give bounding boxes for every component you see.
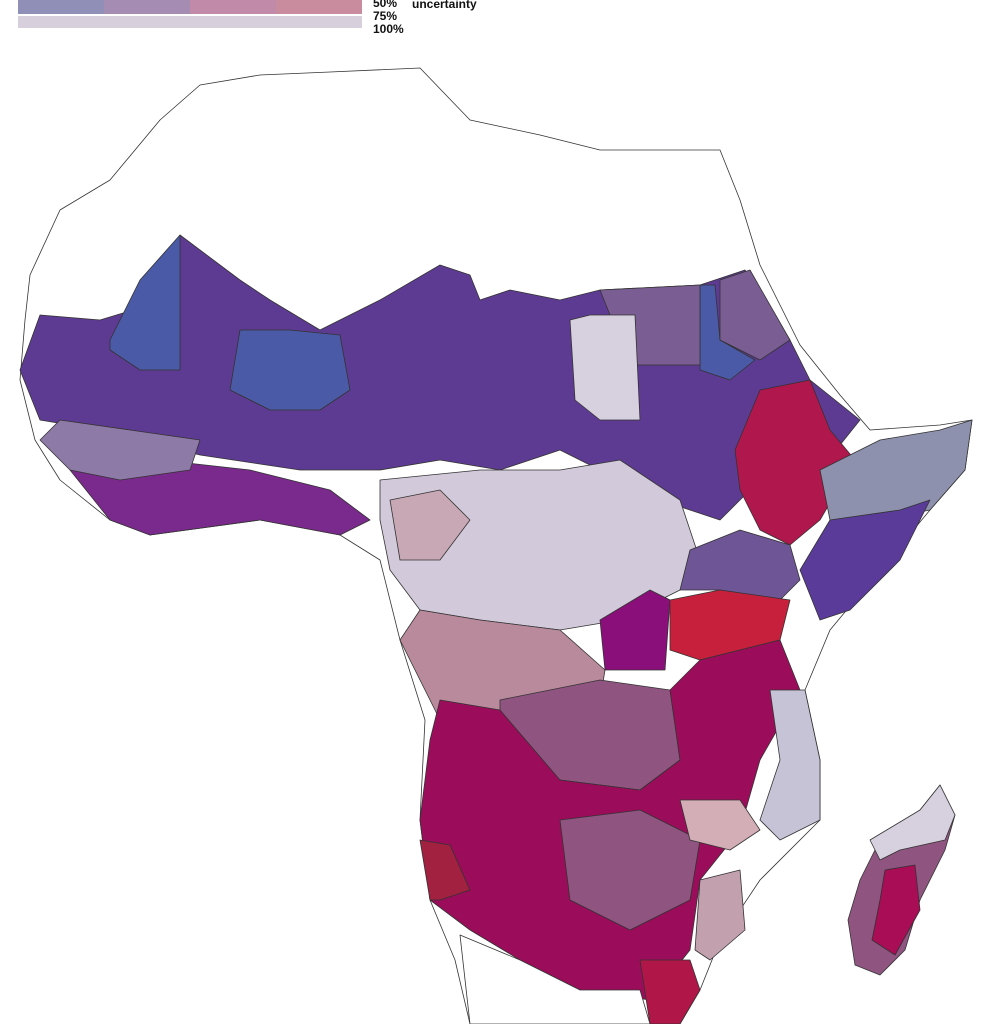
- region: [39, 419, 201, 481]
- region: [69, 459, 371, 536]
- region: [734, 379, 856, 546]
- region: [569, 314, 641, 421]
- region: [229, 329, 351, 411]
- region: [799, 499, 931, 621]
- legend-level: 50%: [373, 0, 398, 10]
- region: [459, 934, 651, 1024]
- region: [759, 689, 821, 841]
- legend-level: 75%: [373, 9, 398, 23]
- legend-level: 100%: [373, 22, 404, 36]
- region: [871, 864, 921, 956]
- region: [869, 784, 956, 861]
- region: [679, 799, 761, 851]
- region: [389, 489, 471, 561]
- region: [599, 589, 671, 671]
- region: [559, 809, 701, 931]
- region: [719, 269, 791, 361]
- legend-label: uncertainty: [412, 0, 477, 11]
- region: [679, 529, 801, 601]
- region: [109, 234, 181, 371]
- region: [419, 839, 471, 901]
- region: [694, 869, 746, 961]
- region: [699, 284, 756, 381]
- legend-swatches: [18, 0, 362, 28]
- region: [639, 959, 701, 1024]
